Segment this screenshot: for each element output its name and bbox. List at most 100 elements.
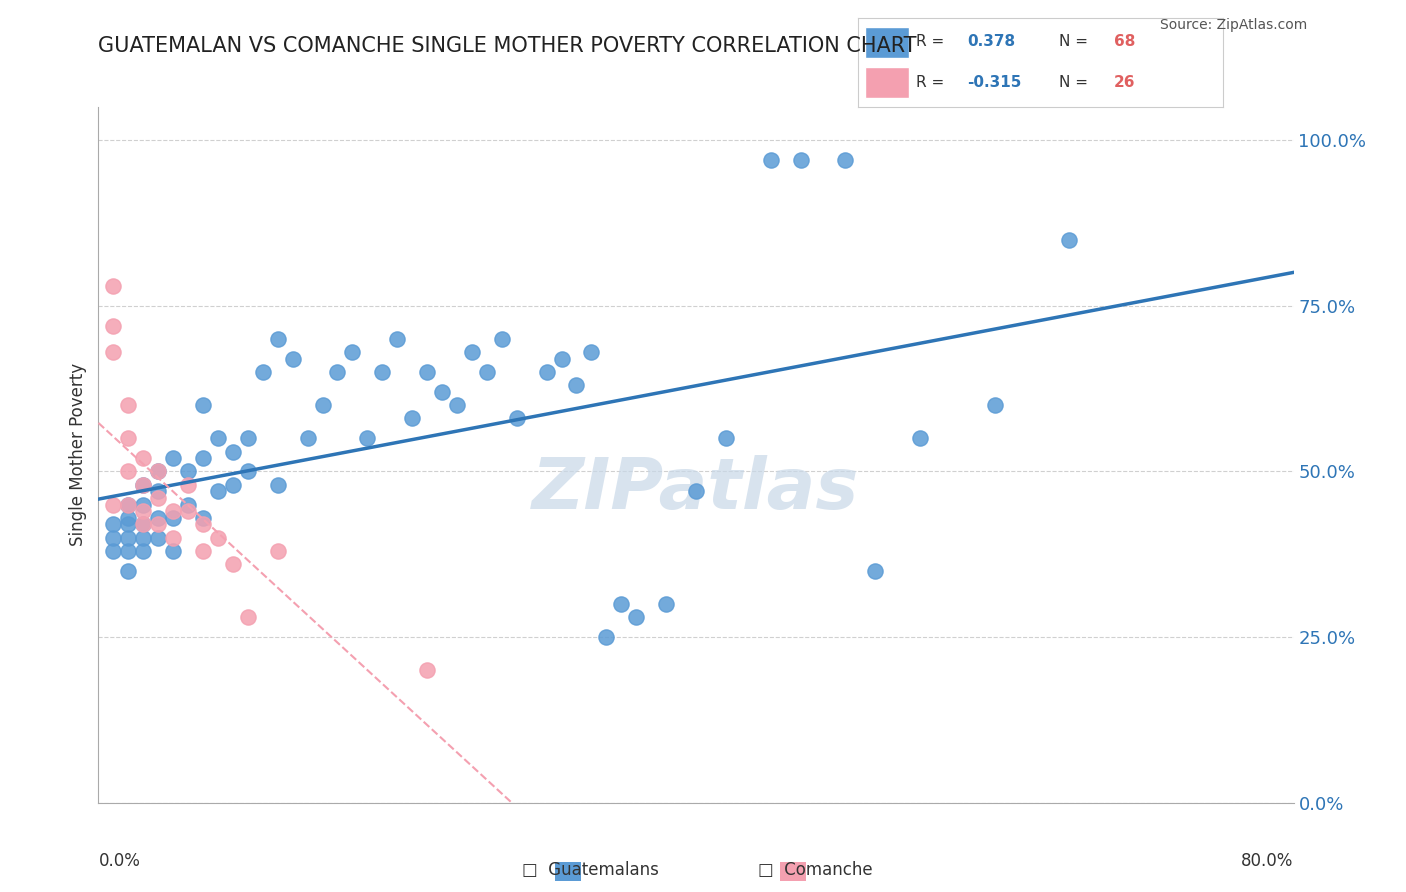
Point [148, 465, 170, 479]
Point [207, 531, 229, 545]
Point [610, 597, 633, 611]
Text: R =: R = [917, 75, 949, 89]
Text: N =: N = [1059, 75, 1092, 89]
Point [103, 544, 125, 558]
Point [103, 318, 125, 333]
Point [103, 498, 125, 512]
Point [401, 411, 423, 425]
Point [550, 351, 572, 366]
Text: □  Guatemalans: □ Guatemalans [522, 861, 659, 879]
Point [626, 610, 648, 624]
Point [207, 484, 229, 499]
Point [236, 610, 259, 624]
Point [132, 544, 155, 558]
Point [834, 153, 856, 167]
Point [252, 365, 274, 379]
Point [446, 398, 468, 412]
Point [132, 477, 155, 491]
Text: -0.315: -0.315 [967, 75, 1022, 89]
Point [177, 465, 200, 479]
Text: 80.0%: 80.0% [1241, 852, 1294, 870]
Point [267, 477, 290, 491]
Point [491, 332, 513, 346]
Point [148, 484, 170, 499]
Point [385, 332, 409, 346]
Point [132, 531, 155, 545]
Point [685, 484, 707, 499]
Point [162, 531, 184, 545]
Point [132, 504, 155, 518]
Point [132, 517, 155, 532]
Text: GUATEMALAN VS COMANCHE SINGLE MOTHER POVERTY CORRELATION CHART: GUATEMALAN VS COMANCHE SINGLE MOTHER POV… [98, 36, 917, 55]
Point [297, 431, 319, 445]
Point [191, 517, 214, 532]
Point [132, 451, 155, 466]
Point [117, 564, 139, 578]
Point [222, 558, 245, 572]
Point [222, 444, 245, 458]
Text: 0.378: 0.378 [967, 35, 1015, 49]
Point [132, 498, 155, 512]
Point [311, 398, 333, 412]
Point [162, 451, 184, 466]
Point [908, 431, 931, 445]
Point [117, 431, 139, 445]
Point [117, 531, 139, 545]
Point [416, 365, 439, 379]
Point [565, 378, 588, 392]
Point [222, 477, 245, 491]
Point [148, 517, 170, 532]
Point [281, 351, 304, 366]
Text: 68: 68 [1114, 35, 1135, 49]
Point [984, 398, 1007, 412]
Point [177, 477, 200, 491]
Point [236, 465, 259, 479]
Point [132, 517, 155, 532]
Text: ZIPatlas: ZIPatlas [533, 455, 859, 524]
Point [714, 431, 737, 445]
Point [162, 504, 184, 518]
Bar [865, 67, 908, 98]
Point [103, 345, 125, 359]
Point [191, 544, 214, 558]
Text: 26: 26 [1114, 75, 1135, 89]
Point [207, 431, 229, 445]
Bar [865, 27, 908, 58]
Point [117, 498, 139, 512]
Point [267, 332, 290, 346]
Y-axis label: Single Mother Poverty: Single Mother Poverty [69, 363, 87, 547]
Point [148, 531, 170, 545]
Point [191, 451, 214, 466]
Text: □  Comanche: □ Comanche [758, 861, 873, 879]
Text: R =: R = [917, 35, 949, 49]
Point [103, 517, 125, 532]
Point [595, 630, 617, 644]
Point [117, 511, 139, 525]
Point [416, 663, 439, 677]
Point [117, 544, 139, 558]
Point [1059, 233, 1081, 247]
Text: N =: N = [1059, 35, 1092, 49]
Point [177, 498, 200, 512]
Point [117, 517, 139, 532]
Point [191, 511, 214, 525]
Point [267, 544, 290, 558]
Point [191, 398, 214, 412]
Point [356, 431, 378, 445]
Point [371, 365, 394, 379]
Point [789, 153, 811, 167]
Point [430, 384, 453, 399]
Point [506, 411, 529, 425]
Point [655, 597, 678, 611]
Text: 0.0%: 0.0% [98, 852, 141, 870]
Point [148, 491, 170, 505]
Point [117, 398, 139, 412]
Point [148, 465, 170, 479]
Point [536, 365, 558, 379]
Point [236, 431, 259, 445]
Point [117, 498, 139, 512]
Point [103, 279, 125, 293]
Point [759, 153, 782, 167]
Text: Source: ZipAtlas.com: Source: ZipAtlas.com [1160, 18, 1308, 32]
Point [461, 345, 484, 359]
